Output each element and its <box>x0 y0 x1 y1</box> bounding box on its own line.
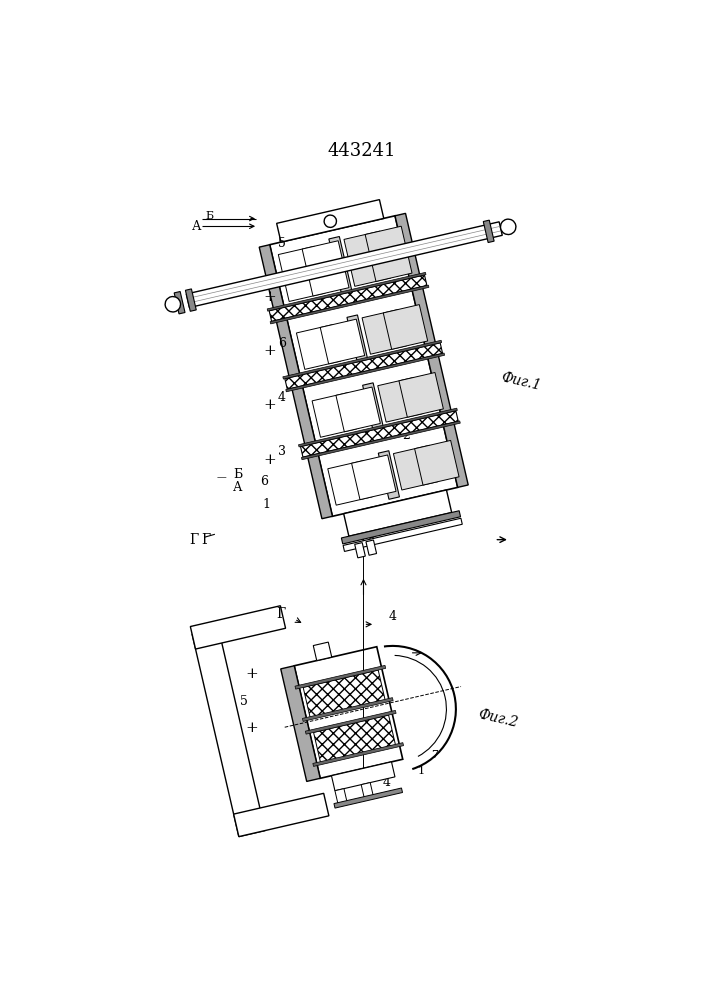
Text: +: + <box>263 398 276 412</box>
Bar <box>296 325 341 369</box>
Bar <box>286 353 445 392</box>
Bar <box>312 743 404 766</box>
Text: 8: 8 <box>367 533 375 546</box>
Bar <box>302 241 349 296</box>
Bar <box>414 440 459 485</box>
Bar <box>305 710 396 734</box>
Bar <box>328 460 372 505</box>
Text: Б: Б <box>233 468 243 481</box>
Bar <box>484 220 494 243</box>
Bar <box>383 305 428 349</box>
Bar <box>285 343 443 389</box>
Bar <box>355 543 366 558</box>
Bar <box>192 628 265 837</box>
Bar <box>190 606 286 649</box>
Bar <box>298 408 457 447</box>
Circle shape <box>165 297 180 312</box>
Text: 5: 5 <box>278 237 286 250</box>
Bar <box>341 511 460 544</box>
Bar <box>267 272 426 311</box>
Bar <box>344 490 452 536</box>
Text: 4: 4 <box>382 776 390 789</box>
Text: 8: 8 <box>283 267 291 280</box>
Text: А: А <box>233 481 243 494</box>
Bar <box>294 647 403 778</box>
Text: 7: 7 <box>421 375 429 388</box>
Text: +: + <box>263 290 276 304</box>
Bar <box>270 285 429 324</box>
Bar <box>395 213 468 487</box>
Bar <box>320 319 365 364</box>
Text: +: + <box>263 453 276 467</box>
Bar <box>343 518 462 551</box>
Bar <box>283 340 442 379</box>
Text: 4: 4 <box>278 391 286 404</box>
Bar <box>303 670 385 717</box>
Bar <box>313 642 332 661</box>
Bar <box>259 245 332 519</box>
Text: Г: Г <box>189 533 199 547</box>
Bar <box>329 237 352 296</box>
Bar <box>303 698 393 721</box>
Text: 1: 1 <box>418 766 425 776</box>
Bar <box>269 275 427 321</box>
Bar <box>279 246 325 301</box>
Bar <box>363 383 384 431</box>
Bar <box>365 226 412 281</box>
Bar <box>399 373 443 417</box>
Bar <box>185 289 197 311</box>
Text: Г: Г <box>276 607 286 621</box>
Bar <box>269 216 457 516</box>
Bar <box>312 393 356 437</box>
Bar <box>347 315 368 363</box>
Text: +: + <box>263 344 276 358</box>
Bar <box>233 793 329 837</box>
Text: Фиг.1: Фиг.1 <box>500 370 543 393</box>
Bar <box>393 445 438 490</box>
Text: 4: 4 <box>389 610 397 623</box>
Bar <box>295 665 386 689</box>
Text: Г: Г <box>201 533 210 547</box>
Text: 6: 6 <box>260 475 268 488</box>
Bar <box>332 762 395 791</box>
Bar <box>281 666 320 781</box>
Text: 1: 1 <box>262 498 271 512</box>
Text: 7: 7 <box>431 750 438 760</box>
Bar <box>378 377 422 422</box>
Text: 2: 2 <box>402 429 410 442</box>
Bar <box>174 292 185 314</box>
Circle shape <box>501 219 516 235</box>
Bar <box>335 789 347 804</box>
Bar <box>351 455 396 500</box>
Text: —: — <box>216 474 226 483</box>
Bar <box>276 200 384 242</box>
Text: Фиг.2: Фиг.2 <box>477 708 520 730</box>
Text: 443241: 443241 <box>328 142 396 160</box>
Text: +: + <box>245 667 258 681</box>
Bar <box>301 421 460 460</box>
Bar <box>186 222 502 308</box>
Text: А: А <box>192 220 201 233</box>
Bar <box>336 387 380 432</box>
Bar <box>361 783 373 798</box>
Text: 3: 3 <box>278 445 286 458</box>
Bar <box>378 451 399 499</box>
Bar <box>362 309 407 354</box>
Text: Б: Б <box>206 211 214 221</box>
Text: +: + <box>245 721 258 735</box>
Bar <box>314 715 395 762</box>
Text: 6: 6 <box>278 337 286 350</box>
Bar <box>366 540 377 555</box>
Text: 5: 5 <box>240 695 248 708</box>
Circle shape <box>324 215 337 227</box>
Bar <box>334 788 402 808</box>
Bar <box>300 411 458 457</box>
Bar <box>344 231 391 286</box>
